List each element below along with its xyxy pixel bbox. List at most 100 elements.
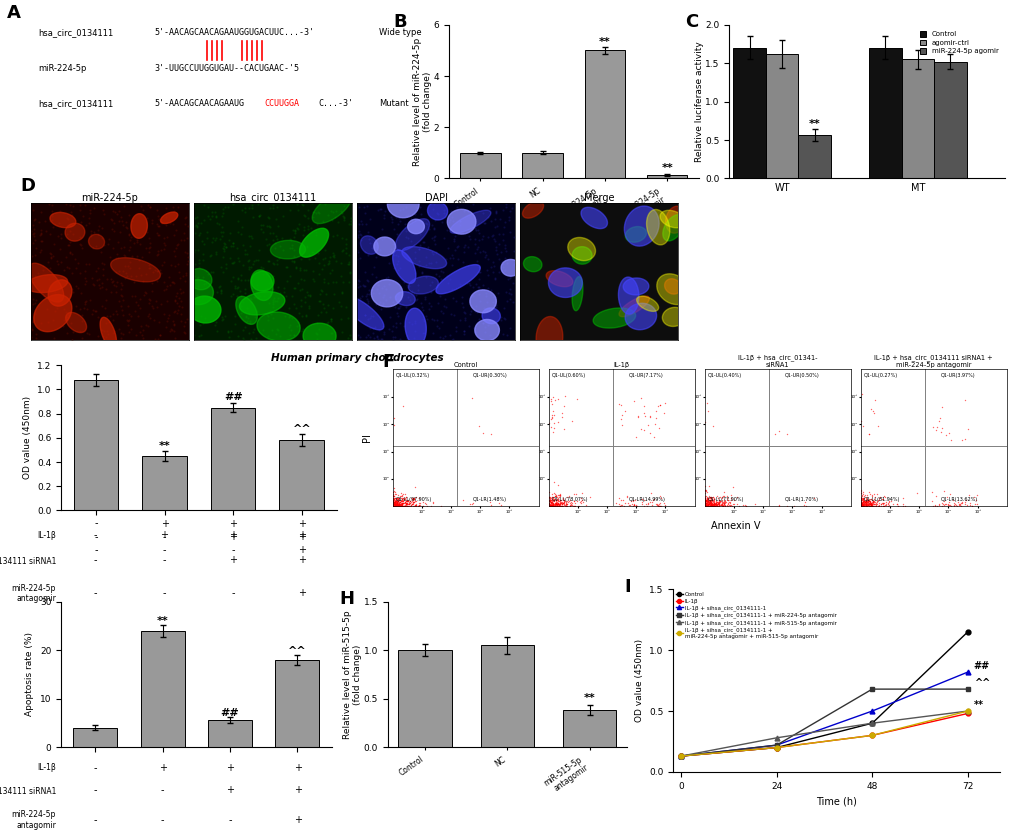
Point — [153, 258, 169, 271]
Point — [242, 239, 258, 252]
Polygon shape — [572, 276, 582, 310]
Point — [766, 427, 783, 441]
Point — [708, 498, 725, 511]
Point — [853, 493, 869, 506]
Point — [550, 489, 567, 502]
Point — [225, 256, 242, 269]
Point — [444, 332, 461, 345]
Point — [552, 499, 569, 512]
Point — [33, 244, 49, 257]
Point — [878, 499, 895, 512]
Point — [22, 330, 39, 344]
Point — [388, 497, 405, 510]
Point — [413, 296, 429, 310]
Point — [167, 304, 183, 317]
Point — [716, 496, 733, 510]
Point — [325, 250, 341, 263]
Point — [63, 282, 79, 295]
Point — [708, 490, 725, 503]
Point — [167, 332, 183, 345]
Point — [220, 326, 236, 339]
Point — [362, 237, 378, 250]
Point — [541, 498, 557, 511]
Point — [701, 494, 717, 507]
Point — [364, 287, 380, 300]
Point — [190, 217, 206, 230]
Point — [407, 212, 423, 226]
Polygon shape — [34, 295, 71, 332]
Point — [207, 318, 223, 331]
Point — [104, 326, 120, 339]
Point — [238, 315, 255, 328]
Point — [389, 250, 406, 263]
Point — [351, 251, 367, 265]
Point — [383, 212, 399, 226]
Point — [208, 315, 224, 329]
Text: **: ** — [598, 37, 610, 47]
Point — [697, 499, 713, 512]
Point — [131, 237, 148, 251]
Point — [388, 499, 405, 512]
Point — [149, 247, 165, 261]
Point — [698, 496, 714, 510]
Point — [387, 497, 404, 510]
Point — [711, 496, 728, 509]
Point — [290, 319, 307, 332]
Point — [385, 497, 401, 510]
Point — [162, 323, 178, 336]
Point — [556, 498, 573, 511]
Point — [428, 280, 444, 293]
Point — [854, 487, 870, 500]
Point — [314, 262, 330, 276]
Point — [708, 499, 725, 512]
Point — [709, 496, 726, 509]
Point — [706, 498, 722, 511]
Point — [45, 270, 61, 283]
Point — [700, 498, 716, 511]
Point — [550, 499, 567, 512]
Point — [264, 298, 280, 311]
Point — [156, 231, 172, 244]
Point — [550, 491, 567, 504]
Point — [718, 490, 735, 503]
Point — [389, 494, 406, 507]
Point — [965, 490, 981, 503]
Point — [226, 280, 243, 293]
Point — [699, 499, 715, 512]
Point — [544, 495, 560, 508]
Point — [178, 211, 195, 224]
Point — [388, 497, 405, 510]
Point — [235, 259, 252, 272]
Point — [119, 314, 136, 327]
Point — [629, 409, 645, 422]
Point — [704, 496, 720, 510]
Point — [709, 497, 726, 510]
Point — [550, 499, 567, 512]
Point — [719, 497, 736, 510]
Point — [541, 491, 557, 504]
Point — [387, 499, 404, 512]
Point — [860, 495, 876, 508]
Point — [112, 289, 128, 302]
Point — [186, 306, 203, 320]
Point — [549, 499, 566, 512]
Point — [277, 310, 293, 323]
Point — [385, 497, 401, 510]
Point — [542, 496, 558, 510]
Point — [298, 239, 314, 252]
Point — [389, 491, 406, 504]
Point — [544, 390, 560, 403]
Point — [857, 497, 873, 510]
Point — [284, 224, 301, 237]
Point — [931, 425, 948, 438]
Point — [444, 214, 461, 227]
Point — [427, 268, 443, 281]
Point — [405, 496, 421, 509]
Point — [113, 242, 129, 255]
Point — [113, 214, 129, 227]
Point — [358, 217, 374, 231]
Point — [547, 496, 564, 510]
Point — [232, 269, 249, 282]
Point — [449, 240, 466, 253]
Text: -: - — [93, 763, 97, 773]
